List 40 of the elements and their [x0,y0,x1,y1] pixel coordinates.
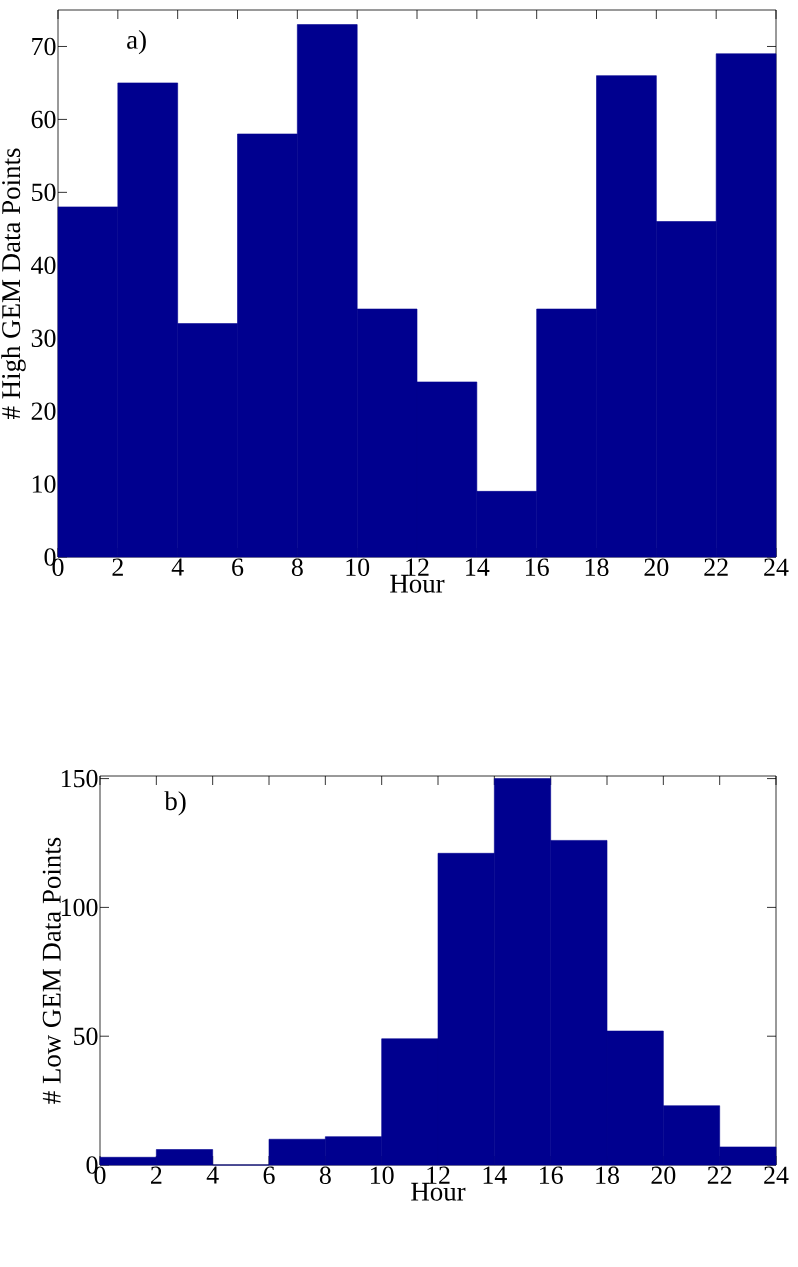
annotation: a) [127,29,146,55]
x-tick-label: 22 [704,558,728,576]
x-tick-label: 14 [483,1166,507,1184]
x-tick-label: 18 [596,1166,619,1185]
x-tick-label: 2 [151,1166,162,1184]
y-axis-title: # High GEM Data Points [1,148,26,420]
x-tick-label: 10 [346,558,370,576]
x-tick-label: 6 [263,1166,275,1184]
x-tick-label: 4 [206,1166,219,1184]
x-tick-label: 24 [764,1166,789,1184]
y-tick-label: 150 [61,769,98,788]
y-tick-label: 100 [61,898,98,917]
x-tick-label: 20 [651,1166,676,1185]
x-tick-label: 24 [764,558,789,576]
x-tick-label: 22 [707,1166,732,1184]
y-tick-label: 50 [74,1027,98,1045]
x-axis-title: Hour [390,574,445,593]
x-tick-label: 16 [540,1166,563,1184]
x-axis-title: Hour [411,1182,466,1201]
x-tick-label: 12 [406,558,429,576]
x-tick-label: 8 [319,1166,331,1185]
x-tick-label: 16 [526,558,549,576]
y-tick-label: 20 [31,402,56,420]
y-tick-label: 70 [32,37,56,56]
x-tick-label: 4 [171,558,184,576]
annotation: b) [164,791,186,816]
x-tick-label: 18 [585,558,609,576]
x-tick-label: 12 [427,1166,450,1184]
x-tick-label: 6 [232,558,244,576]
x-tick-label: 8 [291,558,303,576]
y-tick-label: 50 [32,183,56,202]
y-tick-label: 40 [31,256,56,275]
y-axis-title: # Low GEM Data Points [42,837,61,1104]
y-tick-label: 60 [31,110,56,129]
y-tick-label: 10 [32,475,56,493]
x-tick-label: 14 [466,558,490,576]
y-tick-label: 30 [31,329,56,347]
x-tick-label: 2 [112,558,123,576]
x-tick-label: 20 [644,558,669,576]
x-tick-label: 10 [371,1166,394,1185]
